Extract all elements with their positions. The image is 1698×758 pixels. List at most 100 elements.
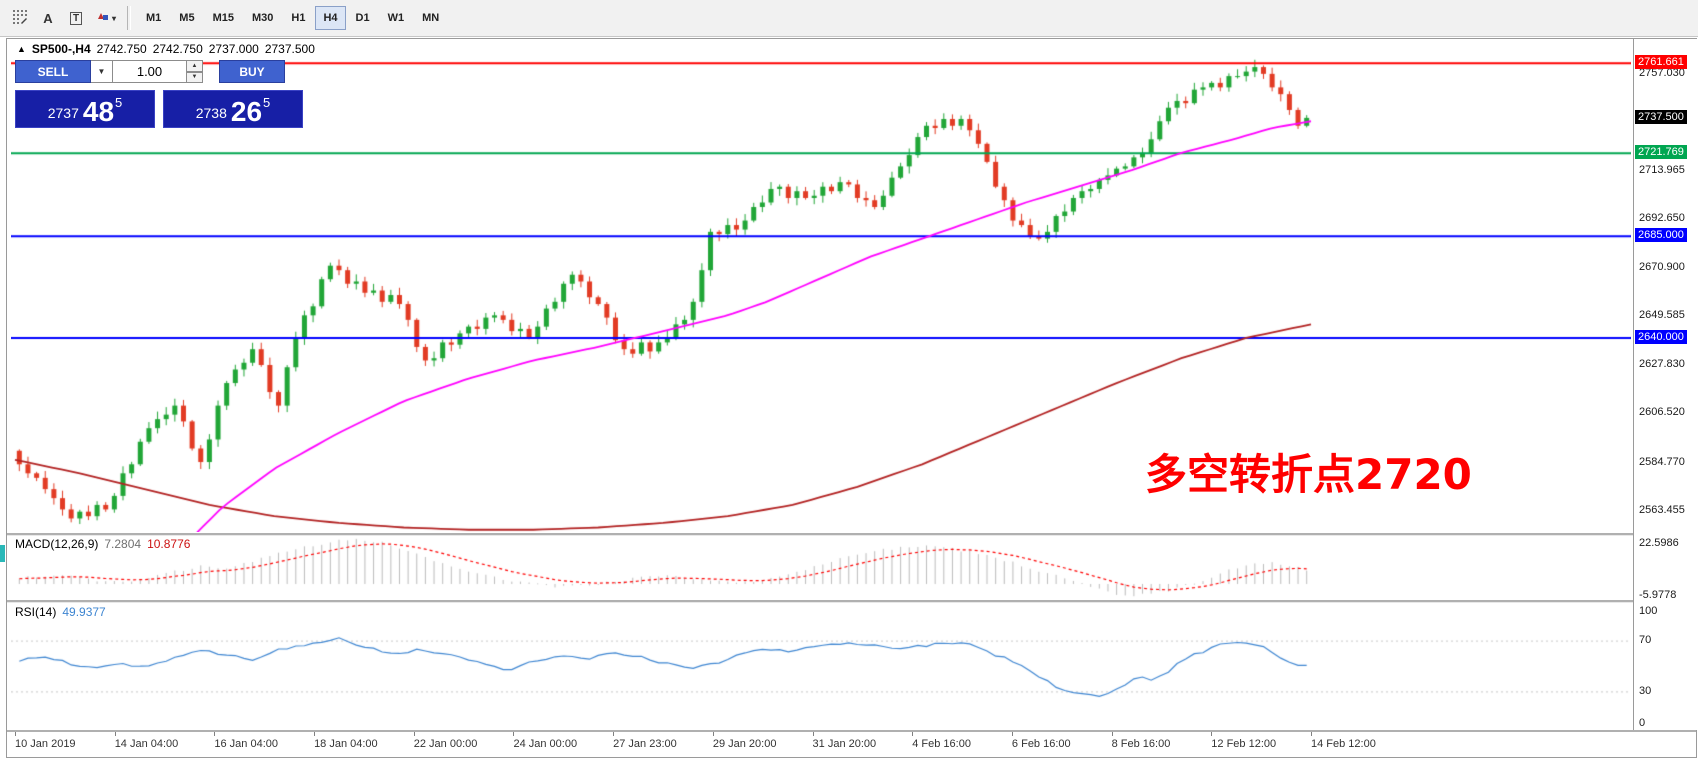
macd-indicator-label: MACD(12,26,9) 7.2804 10.8776 bbox=[15, 537, 190, 551]
ohlc-open: 2742.750 bbox=[96, 42, 147, 56]
price-axis-tick: 2563.455 bbox=[1639, 503, 1685, 516]
timeframe-button-d1[interactable]: D1 bbox=[348, 6, 378, 30]
text-tool-button[interactable]: A bbox=[35, 5, 61, 31]
price-line-flag: 2761.661 bbox=[1635, 55, 1687, 70]
sell-button[interactable]: SELL bbox=[15, 60, 91, 83]
bid-price-box[interactable]: 2737 48 5 bbox=[15, 90, 155, 128]
rsi-axis-tick: 100 bbox=[1639, 605, 1658, 617]
ohlc-low: 2737.000 bbox=[208, 42, 259, 56]
time-axis-tick bbox=[314, 732, 316, 736]
timeframe-button-mn[interactable]: MN bbox=[414, 6, 447, 30]
macd-signal-value: 10.8776 bbox=[147, 537, 191, 551]
lot-dropdown-button[interactable]: ▼ bbox=[91, 60, 113, 83]
time-axis-tick bbox=[1011, 732, 1013, 736]
time-label: 12 Feb 12:00 bbox=[1211, 738, 1277, 750]
crosshair-tool-button[interactable] bbox=[7, 5, 33, 31]
time-axis-tick bbox=[15, 732, 16, 736]
buy-button[interactable]: BUY bbox=[219, 60, 285, 83]
lot-increment-button[interactable]: ▲ bbox=[187, 60, 203, 72]
symbol-marker-icon: ▲ bbox=[17, 44, 26, 54]
chevron-down-icon: ▼ bbox=[97, 67, 106, 76]
price-axis-tick: 2584.770 bbox=[1639, 455, 1685, 468]
ohlc-close: 2737.500 bbox=[264, 42, 315, 56]
panel-splitter[interactable] bbox=[7, 600, 1696, 603]
time-axis-tick bbox=[912, 732, 914, 736]
chart-annotation-text: 多空转折点2720 bbox=[1145, 450, 1472, 499]
lot-decrement-button[interactable]: ▼ bbox=[187, 71, 203, 83]
one-click-trading-widget: SELL ▼ ▲ ▼ BUY 2737 48 5 2738 26 5 bbox=[15, 60, 315, 128]
rsi-name: RSI(14) bbox=[15, 605, 57, 619]
timeframe-button-w1[interactable]: W1 bbox=[380, 6, 413, 30]
bid-price-prefix: 2737 bbox=[47, 105, 79, 121]
time-label: 31 Jan 20:00 bbox=[812, 738, 877, 750]
rsi-axis-tick: 0 bbox=[1639, 717, 1646, 729]
time-label: 14 Jan 04:00 bbox=[114, 738, 179, 750]
toolbar: A T ▾ M1 M5 M15 M30 H1 H4 D1 W1 MN bbox=[0, 0, 1698, 37]
text-label-tool-icon: T bbox=[69, 11, 83, 25]
macd-indicator-canvas[interactable] bbox=[11, 536, 1631, 600]
timeframe-button-m15[interactable]: M15 bbox=[205, 6, 242, 30]
bid-price-pip: 5 bbox=[115, 95, 123, 110]
price-axis-tick: 2649.585 bbox=[1639, 309, 1685, 322]
symbol-name: SP500-,H4 bbox=[31, 42, 91, 56]
text-label-tool-button[interactable]: T bbox=[63, 5, 89, 31]
dotted-grid-icon bbox=[12, 9, 28, 28]
timeframe-button-h1[interactable]: H1 bbox=[283, 6, 313, 30]
chevron-down-icon: ▾ bbox=[112, 13, 117, 23]
ask-price-big-digits: 26 bbox=[230, 96, 263, 128]
time-axis-tick bbox=[613, 732, 615, 736]
rsi-indicator-canvas[interactable] bbox=[11, 603, 1631, 730]
timeframe-button-h4[interactable]: H4 bbox=[315, 6, 346, 30]
timeframe-button-m30[interactable]: M30 bbox=[244, 6, 281, 30]
ask-price-box[interactable]: 2738 26 5 bbox=[163, 90, 303, 128]
timeframe-button-m1[interactable]: M1 bbox=[138, 6, 169, 30]
timeframes-toolbar: M1 M5 M15 M30 H1 H4 D1 W1 MN bbox=[137, 0, 448, 36]
price-line-flag: 2721.769 bbox=[1635, 145, 1687, 160]
time-label: 10 Jan 2019 bbox=[15, 738, 76, 750]
time-axis-tick bbox=[513, 732, 515, 736]
current-price-flag: 2737.500 bbox=[1635, 109, 1687, 124]
timeframe-button-m5[interactable]: M5 bbox=[171, 6, 202, 30]
arrows-tool-button[interactable]: ▾ bbox=[91, 5, 120, 31]
ohlc-high: 2742.750 bbox=[152, 42, 203, 56]
text-tool-icon: A bbox=[43, 10, 53, 26]
rsi-indicator-label: RSI(14) 49.9377 bbox=[15, 605, 106, 619]
price-line-flag: 2640.000 bbox=[1635, 329, 1687, 344]
time-axis-tick bbox=[1211, 732, 1213, 736]
time-label: 29 Jan 20:00 bbox=[712, 738, 777, 750]
symbol-info-bar: ▲ SP500-,H4 2742.750 2742.750 2737.000 2… bbox=[17, 42, 315, 56]
toolbar-separator bbox=[127, 6, 132, 30]
arrows-tool-icon bbox=[95, 10, 110, 27]
time-label: 18 Jan 04:00 bbox=[314, 738, 378, 750]
price-axis-tick: 2713.965 bbox=[1639, 163, 1685, 176]
lot-stepper: ▲ ▼ bbox=[187, 60, 203, 83]
time-axis-tick bbox=[214, 732, 216, 736]
panel-splitter[interactable] bbox=[7, 533, 1696, 536]
price-axis-tick: 2757.030 bbox=[1639, 66, 1685, 79]
time-axis-tick bbox=[413, 732, 415, 736]
macd-axis-tick: 22.5986 bbox=[1639, 537, 1679, 549]
price-axis-tick: 2627.830 bbox=[1639, 358, 1685, 371]
time-axis-tick bbox=[1311, 732, 1312, 736]
time-axis-tick bbox=[1111, 732, 1113, 736]
time-axis-tick bbox=[712, 732, 714, 736]
docked-window-edge bbox=[0, 545, 5, 562]
rsi-axis-tick: 30 bbox=[1639, 684, 1652, 697]
price-axis-tick: 2692.650 bbox=[1639, 212, 1685, 225]
rsi-value: 49.9377 bbox=[62, 605, 106, 619]
chart-window: ▲ SP500-,H4 2742.750 2742.750 2737.000 2… bbox=[6, 38, 1697, 758]
line-studies-toolbar: A T ▾ bbox=[6, 0, 121, 36]
time-label: 14 Feb 12:00 bbox=[1311, 738, 1376, 750]
time-label: 8 Feb 16:00 bbox=[1111, 738, 1171, 750]
price-axis[interactable]: 2757.030 2713.965 2692.650 2670.900 2649.585… bbox=[1633, 39, 1697, 730]
lot-size-input[interactable] bbox=[113, 60, 187, 83]
bid-price-big-digits: 48 bbox=[82, 96, 115, 128]
time-axis-tick bbox=[114, 732, 116, 736]
time-label: 4 Feb 16:00 bbox=[912, 738, 971, 750]
ask-price-prefix: 2738 bbox=[195, 105, 227, 121]
time-axis-tick bbox=[812, 732, 814, 736]
time-axis[interactable]: 10 Jan 2019 14 Jan 04:00 16 Jan 04:00 18 Ja… bbox=[7, 732, 1696, 757]
time-label: 6 Feb 16:00 bbox=[1011, 738, 1071, 750]
time-label: 22 Jan 00:00 bbox=[413, 738, 478, 750]
